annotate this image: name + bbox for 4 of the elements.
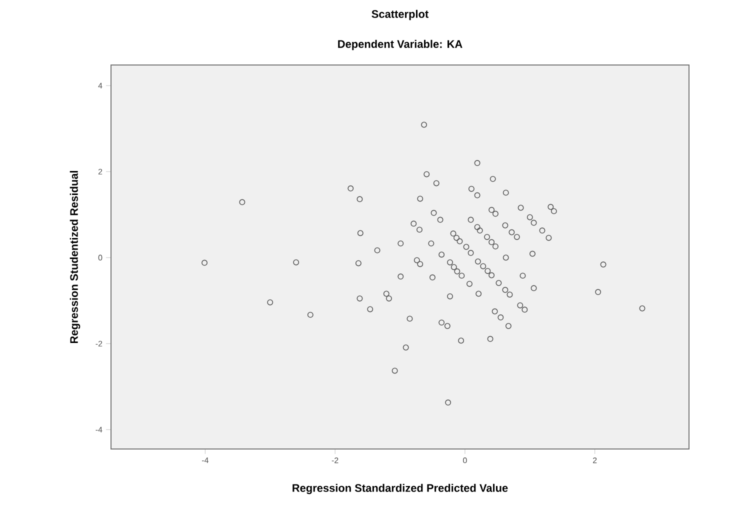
x-axis-title: Regression Standardized Predicted Value bbox=[292, 484, 508, 494]
chart-subtitle: Dependent Variable: KA bbox=[338, 40, 462, 50]
y-axis-title: Regression Studentized Residual bbox=[70, 171, 80, 344]
chart-title: Scatterplot bbox=[372, 10, 428, 20]
